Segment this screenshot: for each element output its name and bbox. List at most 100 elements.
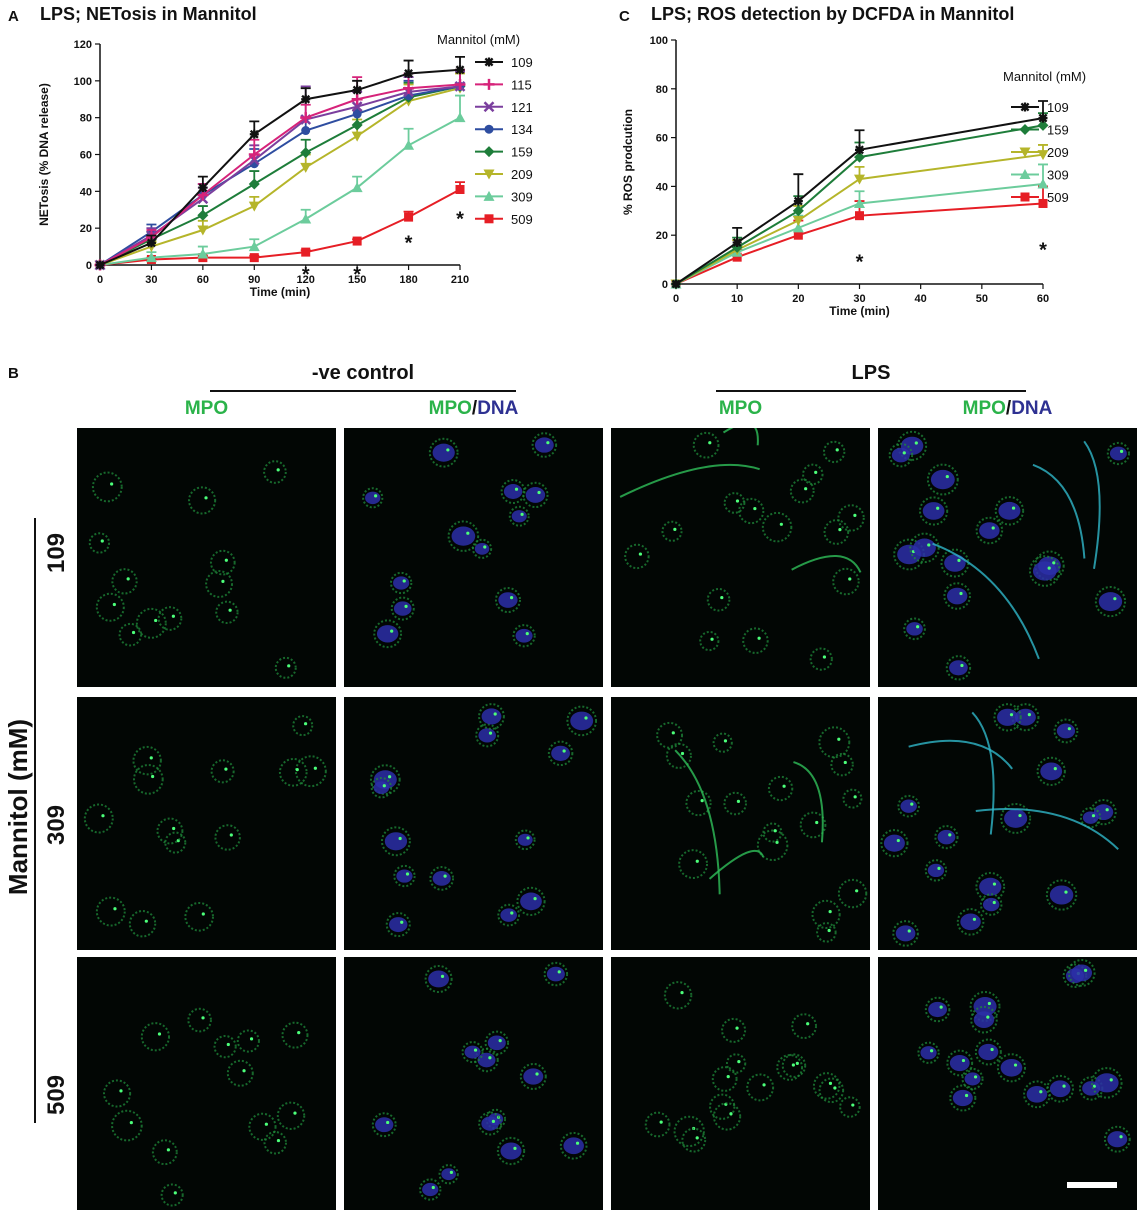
granule xyxy=(129,1121,133,1125)
legend-item-134: 134 xyxy=(475,122,533,137)
x-tick-label: 90 xyxy=(248,274,260,286)
micrograph-cells xyxy=(103,1007,309,1207)
cell-nucleus xyxy=(997,708,1019,726)
data-point xyxy=(454,112,466,123)
granule xyxy=(964,1093,969,1098)
cell-outline xyxy=(1091,1067,1123,1099)
granule xyxy=(937,866,941,870)
data-point xyxy=(855,145,864,155)
net-strand xyxy=(674,749,721,895)
data-point xyxy=(300,112,312,124)
cell-outline xyxy=(187,1007,212,1033)
cell-outline xyxy=(946,1049,974,1077)
granule xyxy=(119,1089,123,1093)
cell-nucleus xyxy=(891,447,910,463)
net-strand xyxy=(722,428,759,446)
granule xyxy=(795,1061,799,1065)
data-point xyxy=(792,222,804,233)
cell-nucleus xyxy=(511,510,527,523)
data-point xyxy=(854,197,865,208)
cell-outline xyxy=(956,908,985,936)
cell-outline xyxy=(215,600,239,625)
granule xyxy=(513,1146,517,1150)
granule xyxy=(957,558,961,562)
cell-nucleus xyxy=(952,1089,973,1107)
granule xyxy=(388,775,392,779)
cell-nucleus xyxy=(515,628,533,643)
data-point xyxy=(351,182,363,193)
legend-marker xyxy=(1019,124,1031,135)
cell-outline xyxy=(892,920,919,947)
cell-nucleus xyxy=(946,587,968,605)
cell-outline xyxy=(709,1093,736,1120)
cell-outline xyxy=(656,721,684,749)
granule xyxy=(843,760,847,765)
granule xyxy=(100,539,104,543)
legend-item-109: 109 xyxy=(1011,100,1069,115)
y-axis-label: % ROS prodcution xyxy=(621,109,635,215)
data-point xyxy=(792,205,804,217)
cell-outline xyxy=(160,1183,184,1207)
cell-nucleus xyxy=(1015,708,1036,726)
granule xyxy=(1119,1135,1123,1139)
cell-outline xyxy=(132,763,164,795)
cell-outline xyxy=(721,1017,747,1043)
cell-nucleus xyxy=(503,484,523,499)
data-point xyxy=(300,213,312,224)
granule xyxy=(313,766,317,770)
cell-outline xyxy=(88,532,111,554)
granule xyxy=(973,1075,978,1079)
micrograph-r2-c2 xyxy=(344,697,603,950)
y-tick-label: 0 xyxy=(662,279,668,291)
cell-outline xyxy=(725,1053,747,1074)
granule xyxy=(848,577,852,581)
granule xyxy=(659,1120,663,1124)
y-tick-label: 60 xyxy=(80,150,92,162)
granule xyxy=(440,974,445,978)
micrograph-cells xyxy=(83,715,327,938)
granule xyxy=(822,655,827,659)
y-tick-label: 80 xyxy=(80,113,92,125)
cell-outline xyxy=(428,437,459,468)
legend-label: 309 xyxy=(1047,168,1069,183)
data-point xyxy=(1037,150,1049,161)
data-point xyxy=(793,230,803,240)
cell-nucleus xyxy=(913,538,936,558)
data-point xyxy=(248,241,260,252)
granule xyxy=(229,833,233,837)
data-point xyxy=(854,174,865,185)
cell-nucleus xyxy=(978,1043,999,1061)
panel-letter-c: C xyxy=(619,8,630,25)
legend-marker xyxy=(484,124,494,134)
legend-label: 159 xyxy=(511,145,533,160)
net-strand xyxy=(708,849,765,880)
side-title-rule xyxy=(34,518,36,1123)
legend-item-209: 209 xyxy=(475,167,533,182)
granule xyxy=(157,1032,162,1036)
legend-marker xyxy=(1019,169,1031,179)
cell-outline xyxy=(776,1054,804,1081)
net-strand xyxy=(1083,440,1101,569)
cell-outline xyxy=(566,705,598,737)
granule xyxy=(828,1081,833,1085)
micrograph-cells xyxy=(369,703,598,938)
micrograph-cells xyxy=(880,703,1119,947)
granule xyxy=(638,552,643,556)
granule xyxy=(557,970,561,974)
granule xyxy=(855,889,859,893)
cell-nucleus xyxy=(534,437,554,453)
cell-nucleus xyxy=(900,799,917,813)
cell-outline xyxy=(837,878,868,909)
chan-label-mpo-1: MPO xyxy=(184,398,229,419)
granule xyxy=(762,1083,766,1087)
cell-nucleus xyxy=(1107,1131,1128,1148)
cell-outline xyxy=(205,570,234,598)
y-tick-label: 120 xyxy=(74,39,92,51)
granule xyxy=(1039,1090,1043,1094)
data-point xyxy=(855,211,864,221)
cell-outline xyxy=(746,1073,775,1102)
granule xyxy=(986,1015,990,1019)
cell-outline xyxy=(678,849,709,879)
granule xyxy=(204,496,208,500)
cell-outline xyxy=(475,723,500,748)
